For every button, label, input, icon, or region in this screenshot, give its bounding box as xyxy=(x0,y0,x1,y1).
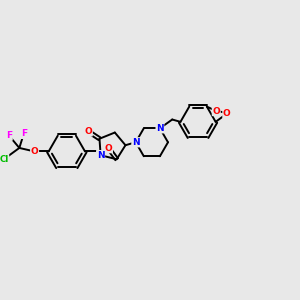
Text: F: F xyxy=(6,131,12,140)
Text: O: O xyxy=(85,127,92,136)
Text: N: N xyxy=(132,138,140,147)
Text: N: N xyxy=(97,151,104,160)
Text: O: O xyxy=(31,147,38,156)
Text: O: O xyxy=(212,106,220,116)
Text: Cl: Cl xyxy=(0,154,9,164)
Text: O: O xyxy=(105,144,112,153)
Text: N: N xyxy=(156,124,164,133)
Text: N: N xyxy=(97,151,104,160)
Text: O: O xyxy=(223,109,231,118)
Text: F: F xyxy=(21,129,27,138)
